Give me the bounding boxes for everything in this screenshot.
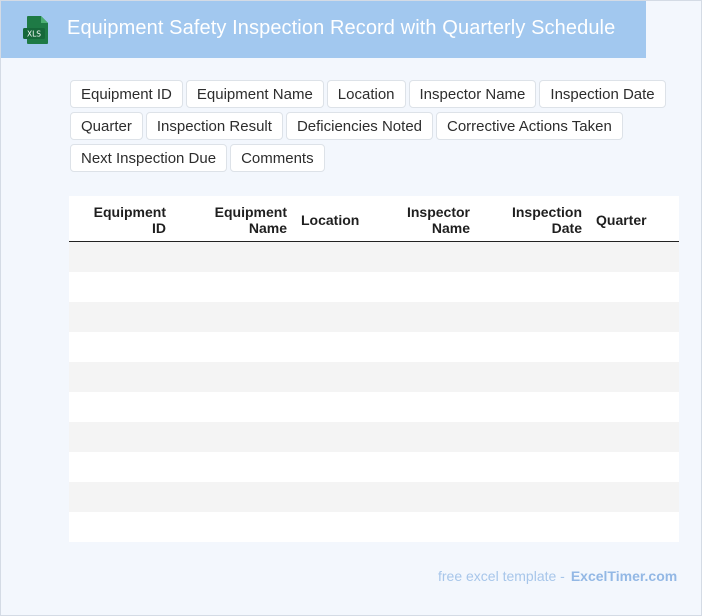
- column-header-inspector-name[interactable]: Inspector Name: [389, 204, 470, 236]
- chip-quarter[interactable]: Quarter: [70, 112, 143, 140]
- chip-comments[interactable]: Comments: [230, 144, 325, 172]
- chip-deficiencies-noted[interactable]: Deficiencies Noted: [285, 112, 433, 140]
- column-header-inspection-date[interactable]: Inspection Date: [489, 204, 582, 236]
- field-chip-list: Equipment ID Equipment Name Location Ins…: [70, 80, 670, 172]
- chip-inspection-date[interactable]: Inspection Date: [539, 80, 666, 108]
- table-row[interactable]: [69, 362, 679, 392]
- column-header-location[interactable]: Location: [301, 212, 381, 228]
- table-row[interactable]: [69, 482, 679, 512]
- footer-text: free excel template -: [438, 568, 565, 584]
- column-header-line: Name: [248, 220, 287, 236]
- chip-equipment-name[interactable]: Equipment Name: [185, 80, 324, 108]
- xls-icon-label: XLS: [27, 30, 41, 39]
- header-bar: XLS Equipment Safety Inspection Record w…: [1, 1, 646, 58]
- footer-credit: free excel template - ExcelTimer.com: [438, 568, 677, 584]
- xls-file-icon: XLS: [23, 16, 48, 44]
- column-header-line: Date: [551, 220, 582, 236]
- table-row[interactable]: [69, 242, 679, 272]
- table-row[interactable]: [69, 392, 679, 422]
- chip-inspection-result[interactable]: Inspection Result: [145, 112, 283, 140]
- table-row[interactable]: [69, 272, 679, 302]
- chip-inspector-name[interactable]: Inspector Name: [408, 80, 537, 108]
- column-header-equipment-id[interactable]: Equipment ID: [81, 204, 166, 236]
- table-row[interactable]: [69, 512, 679, 542]
- chip-location[interactable]: Location: [326, 80, 406, 108]
- column-header-line: ID: [152, 220, 166, 236]
- column-header-line: Equipment: [93, 204, 166, 220]
- table-row[interactable]: [69, 302, 679, 332]
- column-header-equipment-name[interactable]: Equipment Name: [189, 204, 287, 236]
- table-row[interactable]: [69, 332, 679, 362]
- page-title: Equipment Safety Inspection Record with …: [67, 17, 616, 39]
- footer-brand-link[interactable]: ExcelTimer.com: [570, 568, 678, 584]
- column-header-line: Inspector: [406, 204, 470, 220]
- inspection-table: Equipment ID Equipment Name Location Ins…: [69, 196, 679, 542]
- column-header-line: Inspection: [511, 204, 582, 220]
- column-header-line: Location: [301, 212, 360, 228]
- column-header-quarter[interactable]: Quarter: [596, 212, 666, 228]
- column-header-line: Name: [431, 220, 470, 236]
- chip-next-inspection-due[interactable]: Next Inspection Due: [70, 144, 228, 172]
- column-header-line: Equipment: [214, 204, 287, 220]
- table-row[interactable]: [69, 422, 679, 452]
- column-header-line: Quarter: [596, 212, 647, 228]
- table-row[interactable]: [69, 452, 679, 482]
- chip-equipment-id[interactable]: Equipment ID: [70, 80, 183, 108]
- chip-corrective-actions[interactable]: Corrective Actions Taken: [436, 112, 623, 140]
- table-header: Equipment ID Equipment Name Location Ins…: [69, 196, 679, 242]
